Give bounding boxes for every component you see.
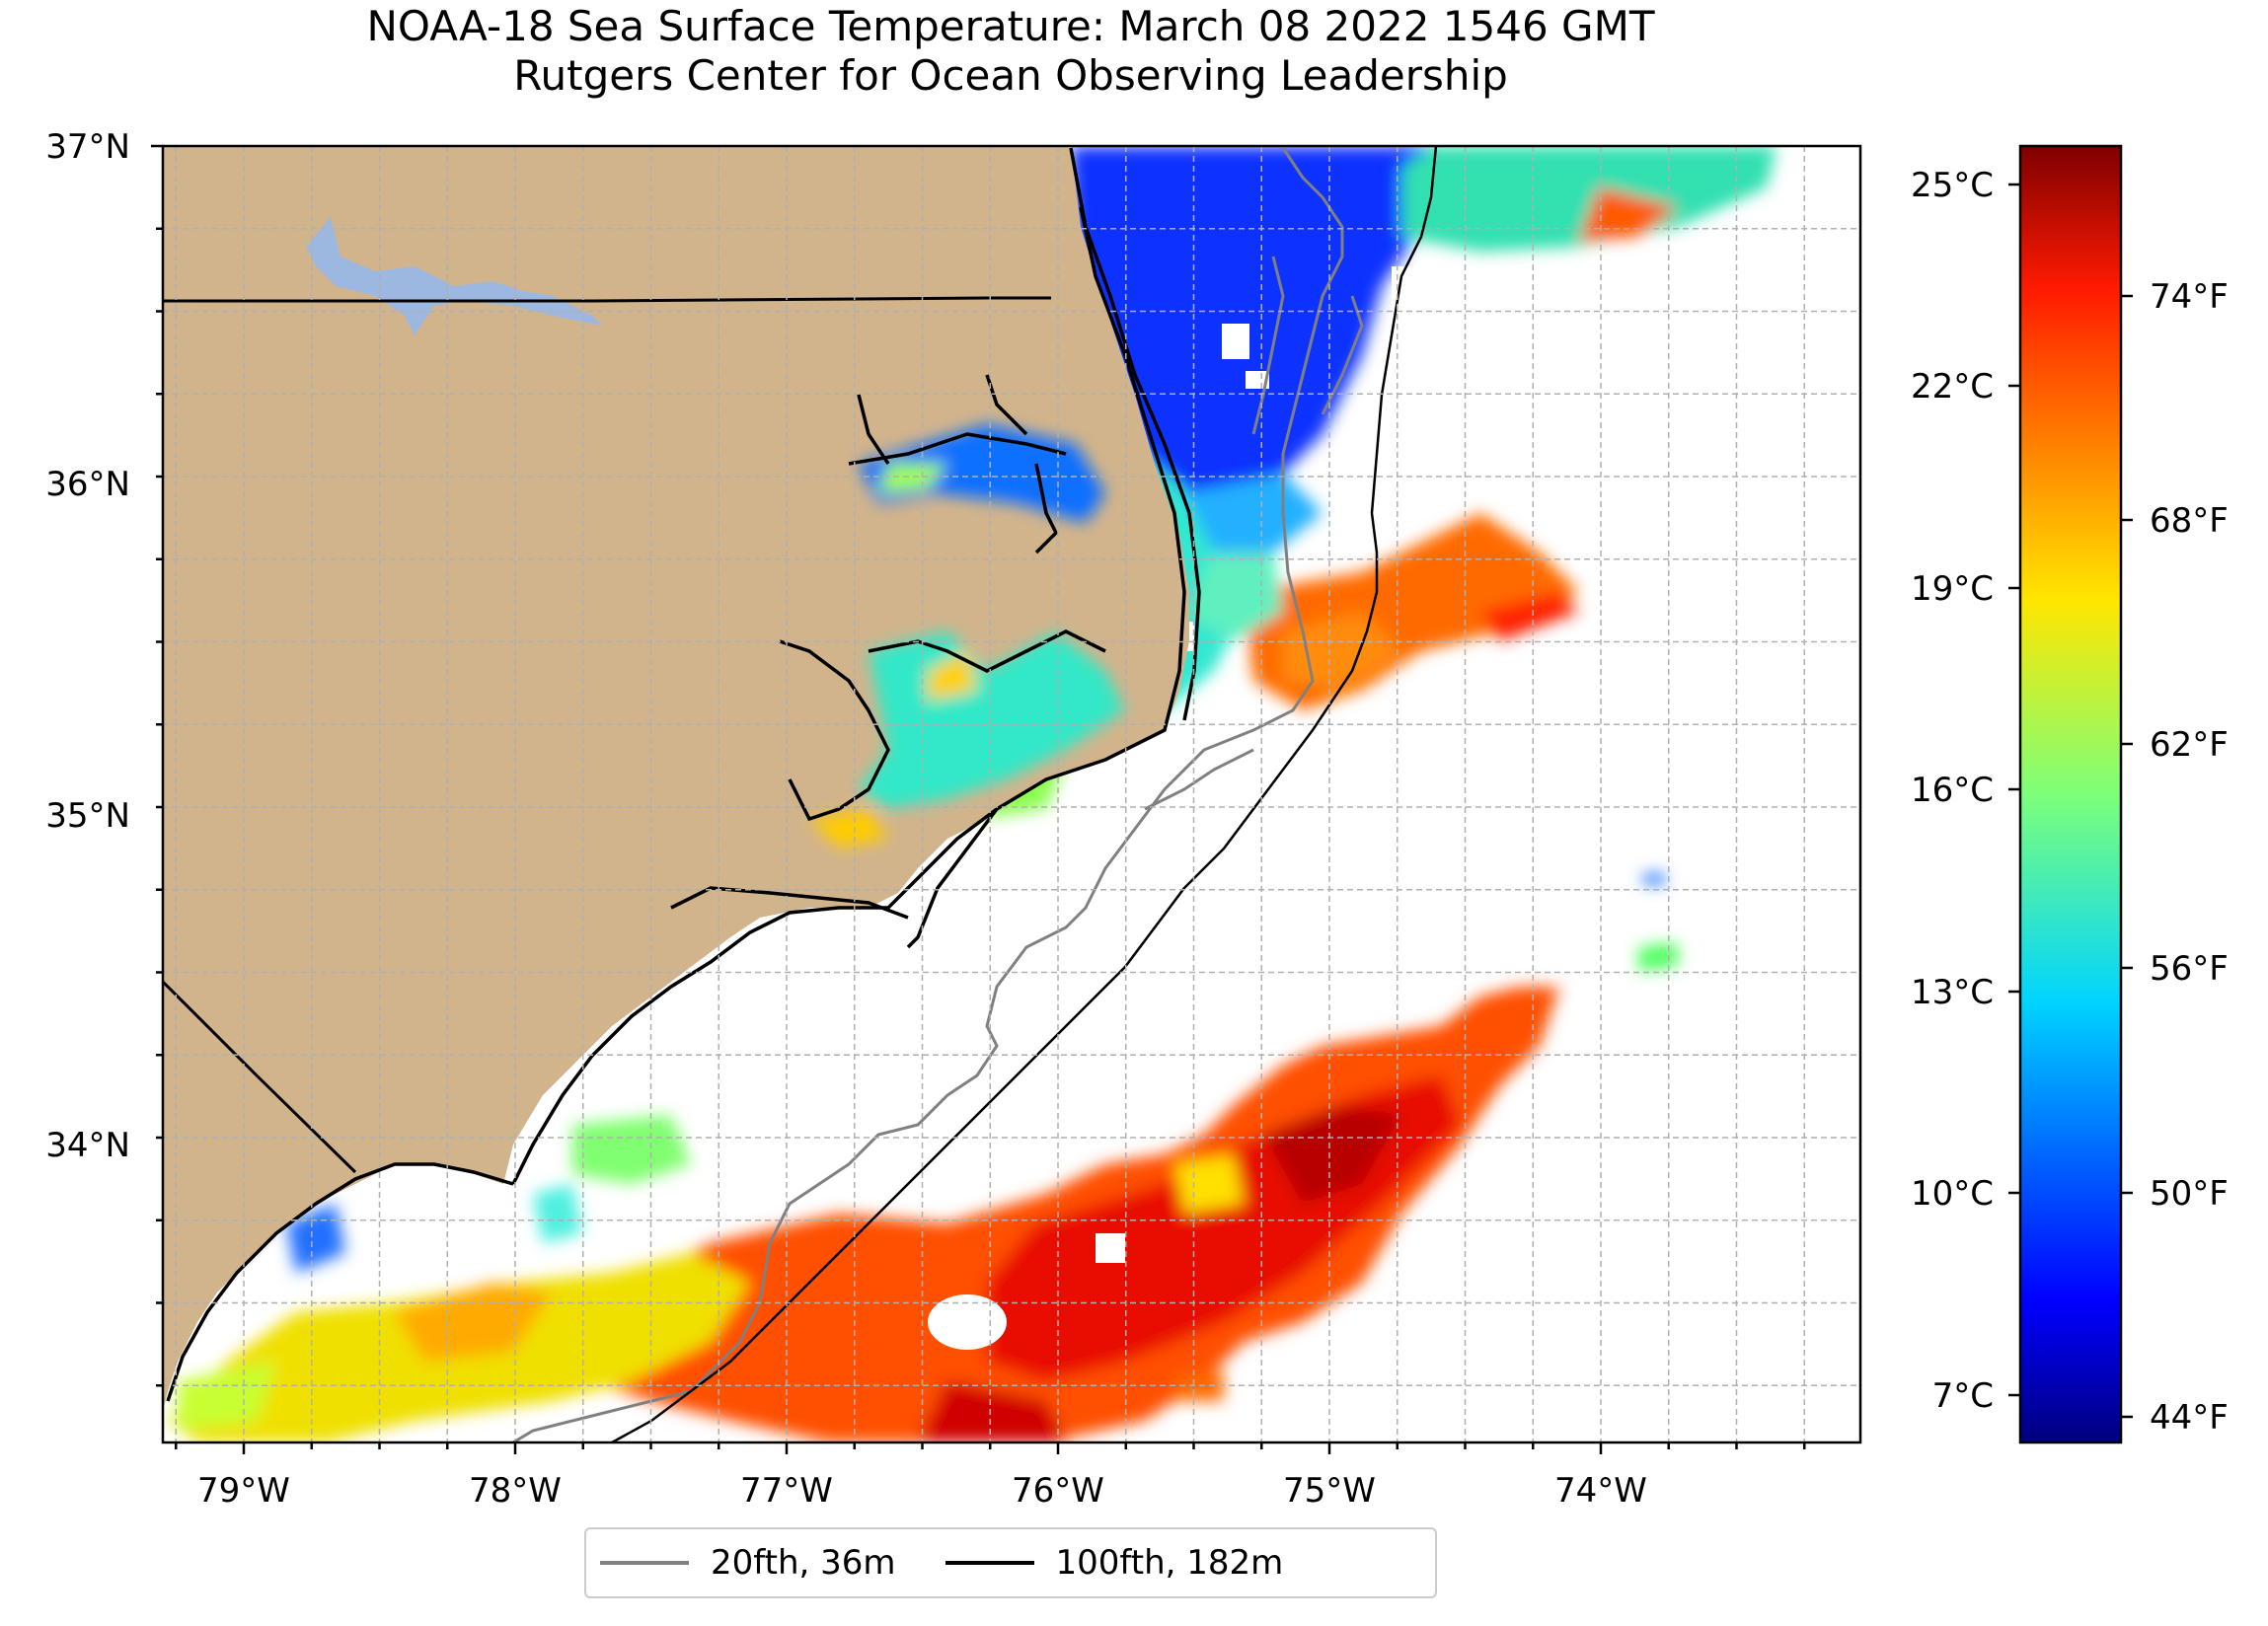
- colorbar-celsius-ticks: [2008, 183, 2020, 1397]
- colorbar: [2018, 144, 2123, 1444]
- legend-item-20fth: 20fth, 36m: [600, 1543, 896, 1583]
- lat-label-35: 35°N: [45, 796, 130, 836]
- latitude-labels: 37°N 36°N 35°N 34°N: [45, 127, 130, 1165]
- colorbar-fahrenheit-labels: 74°F 68°F 62°F 56°F 50°F 44°F: [2150, 277, 2229, 1438]
- lon-label-76: 76°W: [1012, 1471, 1104, 1511]
- lon-label-74: 74°W: [1554, 1471, 1647, 1511]
- cbar-c-label-19: 19°C: [1911, 569, 1994, 609]
- cbar-c-label-13: 13°C: [1911, 973, 1994, 1012]
- cbar-f-label-44: 44°F: [2150, 1398, 2229, 1438]
- axis-ticks: [151, 144, 1806, 1454]
- title-line-2: Rutgers Center for Ocean Observing Leade…: [513, 51, 1508, 100]
- lat-label-36: 36°N: [45, 465, 130, 504]
- map-content: [163, 146, 1860, 1442]
- lon-label-75: 75°W: [1283, 1471, 1376, 1511]
- lat-label-37: 37°N: [45, 127, 130, 167]
- isobath-100fth: [611, 146, 1438, 1442]
- cbar-f-label-74: 74°F: [2150, 277, 2229, 317]
- isobath-legend: 20fth, 36m 100fth, 182m: [584, 1527, 1437, 1598]
- cbar-c-label-7: 7°C: [1932, 1376, 1994, 1416]
- legend-line-gray-icon: [600, 1561, 689, 1565]
- lake: [306, 217, 602, 335]
- map-grid: [163, 146, 1860, 1442]
- lon-label-78: 78°W: [469, 1471, 562, 1511]
- longitude-labels: 79°W 78°W 77°W 76°W 75°W 74°W: [197, 1471, 1647, 1511]
- cbar-f-label-62: 62°F: [2150, 725, 2229, 765]
- legend-label-20fth: 20fth, 36m: [711, 1543, 896, 1583]
- cbar-c-label-22: 22°C: [1911, 367, 1994, 406]
- title-line-1: NOAA-18 Sea Surface Temperature: March 0…: [366, 2, 1655, 50]
- cbar-f-label-50: 50°F: [2150, 1174, 2229, 1214]
- coastline: [166, 147, 1201, 1402]
- cbar-c-label-16: 16°C: [1911, 771, 1994, 810]
- legend-line-black-icon: [945, 1561, 1034, 1565]
- lat-label-34: 34°N: [45, 1126, 130, 1165]
- legend-item-100fth: 100fth, 182m: [945, 1543, 1284, 1583]
- cbar-c-label-25: 25°C: [1911, 166, 1994, 205]
- lon-label-77: 77°W: [740, 1471, 833, 1511]
- legend-label-100fth: 100fth, 182m: [1055, 1543, 1284, 1583]
- lon-label-79: 79°W: [197, 1471, 290, 1511]
- no-data-holes: [928, 266, 1510, 1350]
- cbar-f-label-56: 56°F: [2150, 949, 2229, 989]
- colorbar-celsius-labels: 25°C 22°C 19°C 16°C 13°C 10°C 7°C: [1911, 166, 1994, 1416]
- cbar-c-label-10: 10°C: [1911, 1174, 1994, 1214]
- state-borders: [163, 296, 1051, 1174]
- map-title: NOAA-18 Sea Surface Temperature: March 0…: [162, 0, 1859, 103]
- map-frame: [161, 144, 1862, 1444]
- cbar-f-label-68: 68°F: [2150, 501, 2229, 541]
- colorbar-fahrenheit-ticks: [2121, 294, 2133, 1419]
